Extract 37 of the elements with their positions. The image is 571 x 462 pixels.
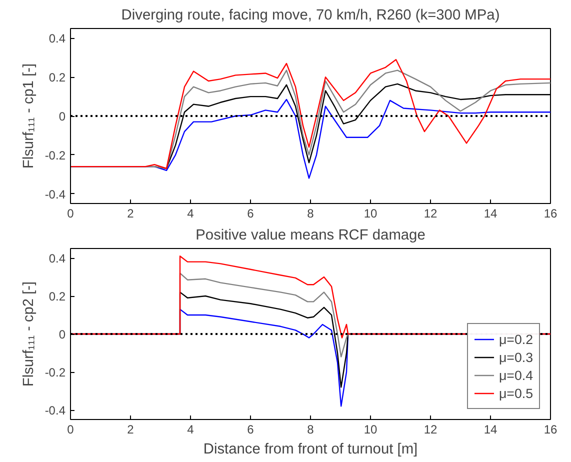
x-tick-label: 12 <box>424 422 438 436</box>
x-tick-label: 2 <box>127 206 134 220</box>
y-tick-label: 0.4 <box>48 32 66 46</box>
legend-label: μ=0.3 <box>499 348 533 366</box>
y-tick-label: 0.2 <box>48 70 66 85</box>
y-tick-label: -0.4 <box>44 404 66 418</box>
y-tick-label: 0.4 <box>48 252 66 266</box>
legend-label: μ=0.5 <box>499 384 533 402</box>
y-tick-label: 0 <box>58 110 66 124</box>
x-tick-label: 12 <box>424 206 438 220</box>
x-axis-title: Distance from front of turnout [m] <box>203 442 418 458</box>
y-tick-label: 0 <box>58 328 66 342</box>
y-tick-label: 0.2 <box>48 290 66 304</box>
x-tick-label: 8 <box>307 422 314 436</box>
x-tick-label: 10 <box>364 422 378 436</box>
legend-label: μ=0.2 <box>499 330 533 348</box>
x-tick-label: 6 <box>247 206 254 220</box>
x-tick-label: 6 <box>247 422 254 436</box>
x-tick-label: 4 <box>187 206 194 220</box>
y-axis-title: Flsurf₁₁₁ - cp2 [-] <box>20 281 37 387</box>
x-tick-label: 16 <box>544 422 558 436</box>
y-axis-title: Flsurf₁₁₁ - cp1 [-] <box>20 63 37 169</box>
y-tick-label: -0.2 <box>44 366 66 380</box>
x-tick-label: 0 <box>67 422 74 436</box>
x-tick-label: 14 <box>484 422 498 436</box>
x-tick-label: 2 <box>127 422 134 436</box>
x-tick-label: 0 <box>67 206 74 220</box>
chart-title: Positive value means RCF damage <box>196 228 426 244</box>
legend-label: μ=0.4 <box>499 366 533 384</box>
x-tick-label: 14 <box>484 206 498 220</box>
x-tick-label: 10 <box>364 206 378 220</box>
x-tick-label: 8 <box>307 206 314 220</box>
chart-title: Diverging route, facing move, 70 km/h, R260 (k=300 MPa) <box>121 8 500 24</box>
y-tick-label: -0.2 <box>44 148 66 162</box>
x-tick-label: 16 <box>544 206 558 220</box>
x-tick-label: 4 <box>187 422 194 436</box>
y-tick-label: -0.4 <box>44 187 66 202</box>
